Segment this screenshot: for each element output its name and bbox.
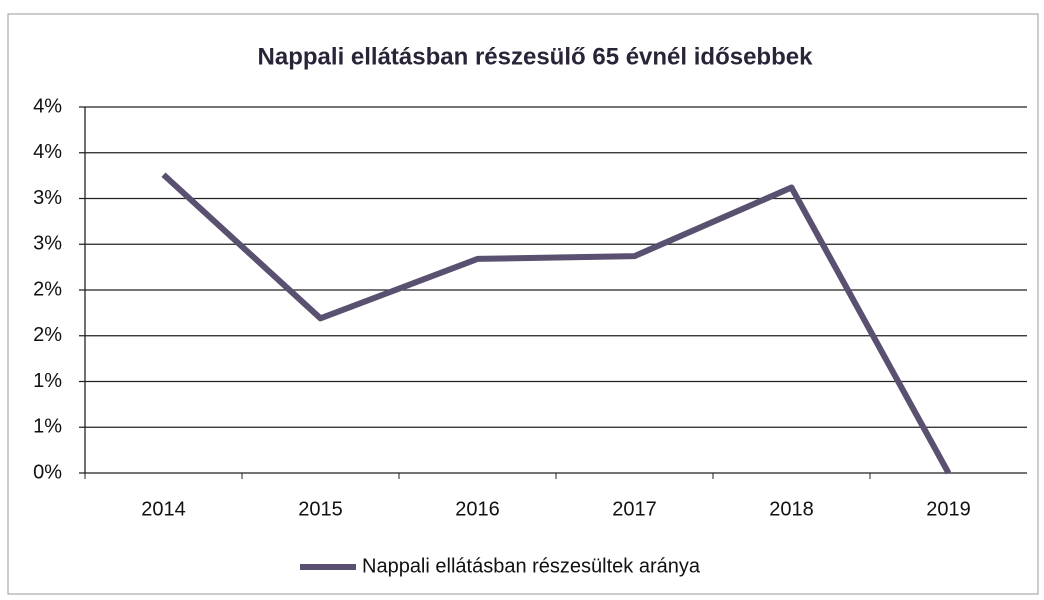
y-tick-label: 1% — [33, 416, 62, 438]
legend-label: Nappali ellátásban részesültek aránya — [362, 555, 701, 577]
y-tick-label: 4% — [33, 95, 62, 117]
y-tick-label: 2% — [33, 278, 62, 300]
chart-frame — [7, 13, 1039, 595]
y-tick-label: 0% — [33, 461, 62, 483]
y-tick-label: 3% — [33, 187, 62, 209]
y-tick-label: 2% — [33, 324, 62, 346]
y-tick-label: 3% — [33, 233, 62, 255]
chart-title: Nappali ellátásban részesülő 65 évnél id… — [258, 43, 814, 70]
x-tick-label: 2014 — [141, 498, 186, 520]
y-tick-label: 1% — [33, 370, 62, 392]
x-tick-label: 2016 — [455, 498, 500, 520]
x-tick-label: 2015 — [298, 498, 343, 520]
x-tick-label: 2018 — [769, 498, 814, 520]
x-tick-label: 2019 — [926, 498, 971, 520]
x-tick-label: 2017 — [612, 498, 657, 520]
y-tick-label: 4% — [33, 141, 62, 163]
series-line — [161, 172, 952, 475]
